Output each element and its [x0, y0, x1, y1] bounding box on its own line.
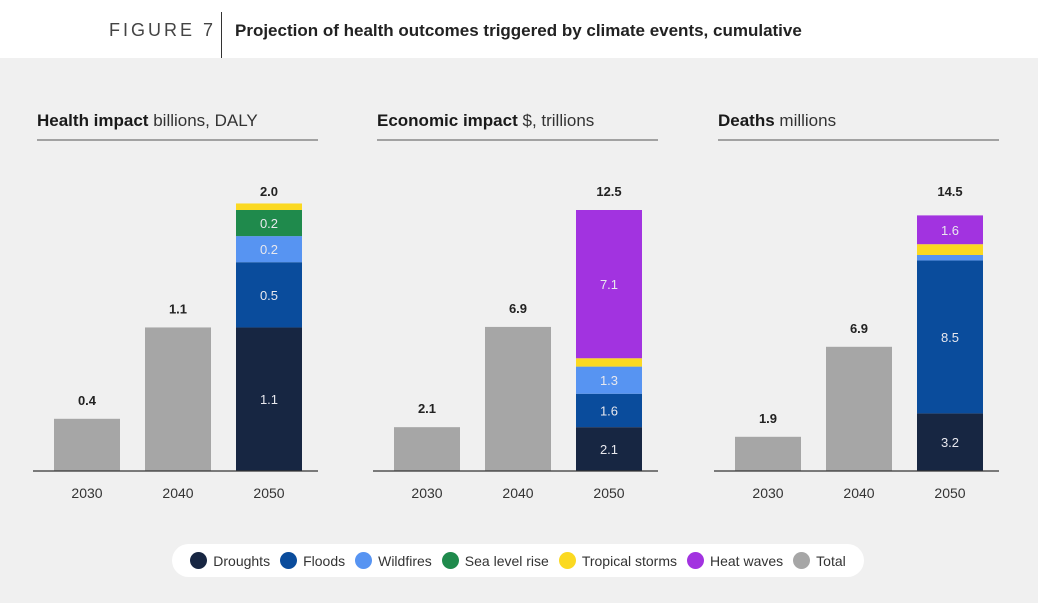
- bar-tropical-storms-2050: [576, 358, 642, 367]
- legend-label: Total: [816, 552, 846, 569]
- total-label: 1.9: [759, 411, 777, 426]
- bar-droughts-2050: [576, 427, 642, 471]
- chart-title: Deaths millions: [718, 111, 836, 130]
- data-label: 7.1: [600, 277, 618, 292]
- bar-heat-waves-2050: [917, 215, 983, 245]
- tick-label: 2050: [253, 485, 284, 501]
- bar-total-2040: [145, 327, 211, 471]
- legend-label: Tropical storms: [581, 552, 677, 569]
- legend-swatch: [190, 552, 208, 569]
- tick-label: 2050: [593, 485, 624, 501]
- tick-label: 2040: [162, 485, 193, 501]
- charts-panel: Health impact billions, DALY 0.4 2030 1.1 20…: [0, 58, 1038, 603]
- legend-label: Heat waves: [710, 552, 784, 569]
- bar-floods-2050: [576, 393, 642, 428]
- bar-wildfires-2050: [576, 366, 642, 394]
- bar-total-2030: [394, 427, 460, 471]
- legend-swatch: [558, 552, 576, 569]
- bar-total-2040: [485, 326, 551, 471]
- bar-droughts-2050: [236, 327, 302, 471]
- data-label: 0.2: [260, 242, 278, 257]
- legend-item-heat-waves: Heat waves: [687, 552, 783, 569]
- legend: Droughts Floods Wildfires Sea level rise Tro…: [172, 544, 864, 577]
- legend-swatch: [687, 552, 704, 569]
- figure-title: Projection of health outcomes triggered …: [235, 21, 802, 40]
- bar-heat-waves-2050: [576, 210, 642, 359]
- total-label: 1.1: [169, 301, 187, 316]
- chart-title: Economic impact $, trillions: [377, 111, 594, 130]
- total-label: 6.9: [509, 301, 527, 316]
- tick-label: 2040: [843, 485, 874, 501]
- bar-total-2030: [735, 436, 801, 471]
- data-label: 1.3: [600, 373, 618, 388]
- tick-label: 2030: [752, 485, 783, 501]
- data-label: 1.6: [941, 223, 959, 238]
- tick-label: 2030: [71, 485, 102, 501]
- bar-floods-2050: [917, 260, 983, 414]
- total-label: 6.9: [850, 321, 868, 336]
- chart-title-unit: billions, DALY: [148, 111, 257, 130]
- total-label: 0.4: [78, 393, 97, 408]
- bar-droughts-2050: [917, 413, 983, 471]
- bar-wildfires-2050: [917, 255, 983, 261]
- legend-swatch: [793, 552, 811, 569]
- legend-item-wildfires: Wildfires: [355, 552, 432, 569]
- data-label: 1.1: [260, 392, 278, 407]
- legend-item-total: Total: [793, 552, 846, 569]
- tick-label: 2050: [934, 485, 965, 501]
- chart-title-main: Health impact: [37, 111, 149, 130]
- bar-sea-level-rise-2050: [236, 210, 302, 237]
- total-label: 14.5: [937, 184, 962, 199]
- bar-tropical-storms-2050: [236, 203, 302, 210]
- data-label: 0.5: [260, 288, 278, 303]
- chart-title-unit: millions: [775, 111, 836, 130]
- figure-header: FIGURE 7 Projection of health outcomes t…: [0, 0, 1038, 58]
- data-label: 1.6: [600, 403, 618, 418]
- charts-svg: Health impact billions, DALY 0.4 2030 1.1 20…: [33, 111, 999, 501]
- tick-label: 2040: [502, 485, 533, 501]
- legend-item-floods: Floods: [280, 552, 345, 569]
- bar-floods-2050: [236, 262, 302, 328]
- legend-label: Wildfires: [378, 552, 432, 569]
- legend-label: Droughts: [213, 552, 271, 569]
- bar-wildfires-2050: [236, 236, 302, 263]
- bar-total-2030: [54, 418, 120, 471]
- chart-title-unit: $, trillions: [518, 111, 595, 130]
- chart-title: Health impact billions, DALY: [37, 111, 258, 130]
- legend-item-tropical-storms: Tropical storms: [558, 552, 677, 569]
- legend-label: Sea level rise: [464, 552, 549, 569]
- legend-label: Floods: [303, 552, 346, 569]
- header-divider: [221, 12, 222, 58]
- tick-label: 2030: [411, 485, 442, 501]
- data-label: 0.2: [260, 216, 278, 231]
- bar-tropical-storms-2050: [917, 244, 983, 255]
- figure-label: FIGURE 7: [109, 20, 217, 40]
- legend-item-sea-level-rise: Sea level rise: [441, 552, 549, 569]
- chart-title-main: Deaths: [718, 111, 775, 130]
- chart-title-main: Economic impact: [377, 111, 518, 130]
- legend-swatch: [280, 552, 298, 569]
- legend-swatch: [355, 552, 373, 569]
- total-label: 12.5: [596, 184, 621, 199]
- data-label: 2.1: [600, 442, 618, 457]
- legend-item-droughts: Droughts: [190, 552, 270, 569]
- bar-total-2040: [826, 346, 892, 471]
- legend-swatch: [441, 552, 459, 569]
- total-label: 2.0: [260, 184, 278, 199]
- data-label: 8.5: [941, 330, 959, 345]
- data-label: 3.2: [941, 435, 959, 450]
- total-label: 2.1: [418, 401, 436, 416]
